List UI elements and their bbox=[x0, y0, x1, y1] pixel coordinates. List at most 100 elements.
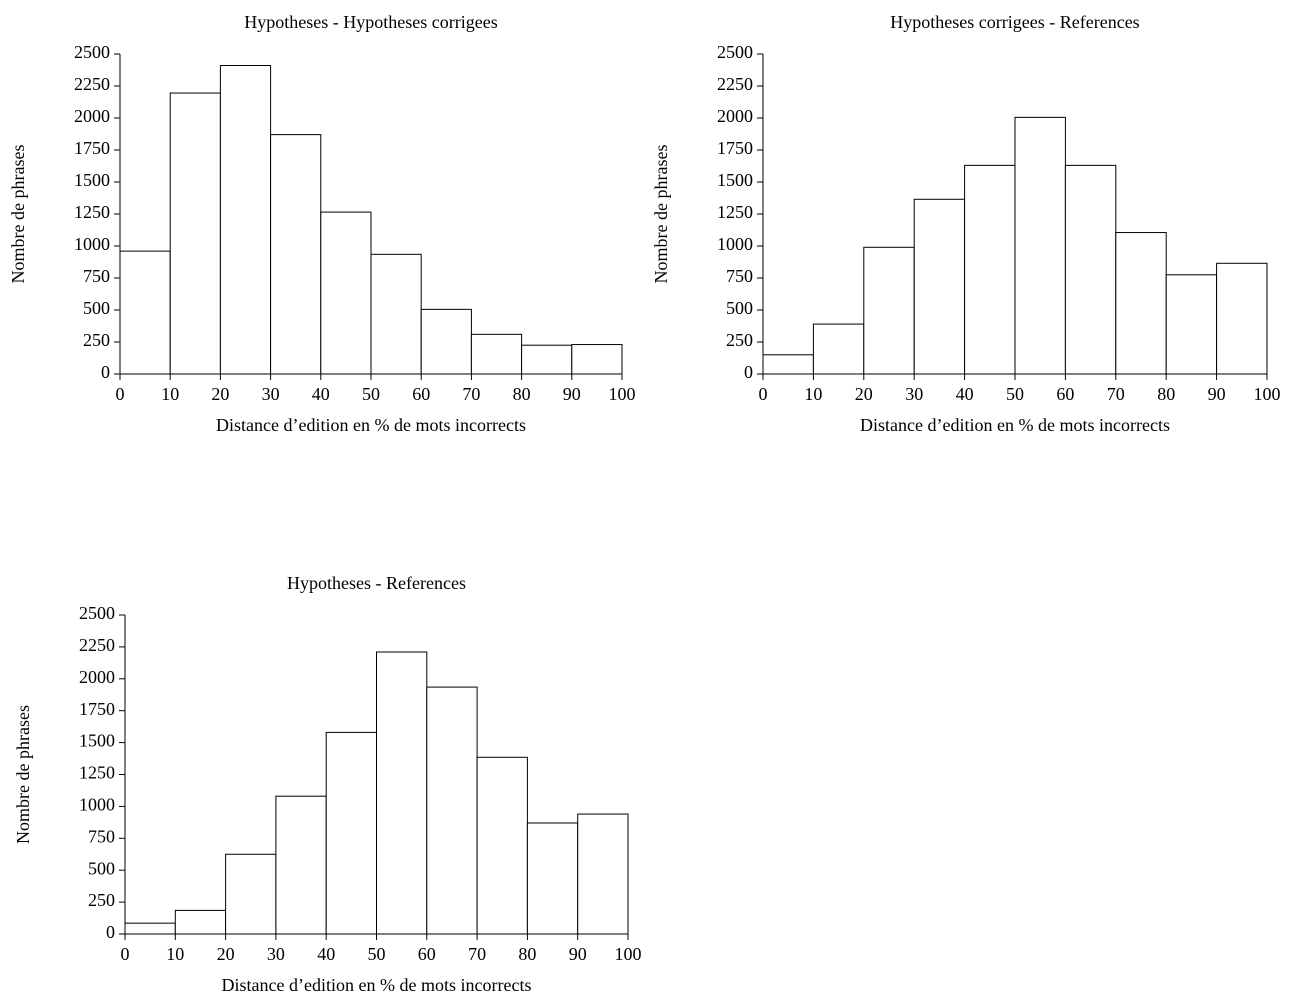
bar bbox=[1064, 164, 1117, 375]
bar bbox=[174, 909, 227, 935]
x-tick-label: 80 bbox=[518, 944, 536, 964]
x-tick-label: 60 bbox=[412, 384, 430, 404]
y-tick-label: 1250 bbox=[717, 202, 753, 222]
bar bbox=[219, 65, 272, 375]
chart-title: Hypotheses - References bbox=[287, 573, 466, 593]
y-tick-label: 1250 bbox=[79, 763, 115, 783]
y-tick-label: 250 bbox=[88, 890, 115, 910]
bar bbox=[169, 92, 221, 375]
y-tick-label: 750 bbox=[726, 266, 753, 286]
x-tick-label: 60 bbox=[418, 944, 436, 964]
bar bbox=[320, 211, 372, 375]
y-tick-label: 1500 bbox=[717, 170, 753, 190]
x-tick-label: 40 bbox=[956, 384, 974, 404]
y-tick-label: 250 bbox=[726, 330, 753, 350]
bar bbox=[762, 354, 814, 375]
bar bbox=[470, 333, 523, 375]
bar bbox=[420, 308, 472, 375]
chart-title: Hypotheses - Hypotheses corrigees bbox=[244, 12, 497, 32]
x-tick-label: 50 bbox=[368, 944, 386, 964]
y-tick-label: 1750 bbox=[79, 699, 115, 719]
x-tick-label: 100 bbox=[609, 384, 636, 404]
y-axis-label: Nombre de phrases bbox=[13, 705, 33, 844]
bar bbox=[225, 853, 277, 935]
y-tick-label: 500 bbox=[88, 858, 115, 878]
y-tick-label: 2000 bbox=[717, 106, 753, 126]
bar bbox=[270, 134, 322, 375]
y-tick-label: 2250 bbox=[74, 74, 110, 94]
x-tick-label: 10 bbox=[161, 384, 179, 404]
bar bbox=[1216, 262, 1268, 375]
bar bbox=[571, 344, 623, 375]
y-tick-label: 2250 bbox=[79, 635, 115, 655]
chart-title: Hypotheses corrigees - References bbox=[890, 12, 1139, 32]
y-tick-label: 1250 bbox=[74, 202, 110, 222]
y-axis-label: Nombre de phrases bbox=[651, 145, 671, 284]
y-tick-label: 2500 bbox=[717, 42, 753, 62]
y-tick-label: 2000 bbox=[74, 106, 110, 126]
x-tick-label: 0 bbox=[121, 944, 130, 964]
bar bbox=[913, 198, 966, 375]
bar bbox=[124, 922, 176, 935]
x-tick-label: 80 bbox=[513, 384, 531, 404]
x-tick-label: 100 bbox=[1254, 384, 1281, 404]
bar bbox=[577, 813, 629, 935]
x-axis-label: Distance d’edition en % de mots incorrec… bbox=[860, 415, 1170, 435]
x-tick-label: 90 bbox=[1208, 384, 1226, 404]
y-tick-label: 1000 bbox=[79, 795, 115, 815]
x-tick-label: 10 bbox=[166, 944, 184, 964]
x-tick-label: 90 bbox=[563, 384, 581, 404]
x-tick-label: 50 bbox=[1006, 384, 1024, 404]
x-tick-label: 0 bbox=[759, 384, 768, 404]
bar bbox=[370, 253, 422, 375]
y-tick-label: 250 bbox=[83, 330, 110, 350]
x-tick-label: 30 bbox=[262, 384, 280, 404]
bar bbox=[812, 323, 865, 375]
bar bbox=[325, 731, 378, 935]
y-tick-label: 1000 bbox=[717, 234, 753, 254]
y-tick-label: 0 bbox=[106, 922, 115, 942]
x-tick-label: 30 bbox=[905, 384, 923, 404]
y-tick-label: 2250 bbox=[717, 74, 753, 94]
bar bbox=[964, 164, 1016, 375]
x-tick-label: 40 bbox=[317, 944, 335, 964]
y-tick-label: 1000 bbox=[74, 234, 110, 254]
bar bbox=[426, 686, 478, 935]
y-tick-label: 1500 bbox=[79, 731, 115, 751]
x-axis-label: Distance d’edition en % de mots incorrec… bbox=[222, 975, 532, 995]
y-tick-label: 2000 bbox=[79, 667, 115, 687]
y-tick-label: 500 bbox=[726, 298, 753, 318]
bar bbox=[275, 795, 327, 935]
x-tick-label: 0 bbox=[116, 384, 125, 404]
y-tick-label: 500 bbox=[83, 298, 110, 318]
x-axis-label: Distance d’edition en % de mots incorrec… bbox=[216, 415, 526, 435]
bar bbox=[1014, 116, 1066, 375]
x-tick-label: 60 bbox=[1056, 384, 1074, 404]
y-tick-label: 750 bbox=[88, 826, 115, 846]
x-tick-label: 100 bbox=[615, 944, 642, 964]
y-tick-label: 1500 bbox=[74, 170, 110, 190]
bar bbox=[1115, 232, 1167, 375]
y-tick-label: 2500 bbox=[79, 603, 115, 623]
x-tick-label: 30 bbox=[267, 944, 285, 964]
bar bbox=[119, 250, 171, 375]
bar bbox=[1165, 274, 1218, 375]
bar bbox=[863, 246, 915, 375]
bar bbox=[476, 756, 528, 935]
x-tick-label: 20 bbox=[211, 384, 229, 404]
x-tick-label: 40 bbox=[312, 384, 330, 404]
x-tick-label: 80 bbox=[1157, 384, 1175, 404]
x-tick-label: 70 bbox=[468, 944, 486, 964]
y-tick-label: 0 bbox=[744, 362, 753, 382]
x-tick-label: 20 bbox=[855, 384, 873, 404]
bar bbox=[526, 822, 579, 935]
x-tick-label: 20 bbox=[217, 944, 235, 964]
y-tick-label: 2500 bbox=[74, 42, 110, 62]
bar bbox=[521, 344, 573, 375]
y-axis-label: Nombre de phrases bbox=[8, 145, 28, 284]
x-tick-label: 90 bbox=[569, 944, 587, 964]
y-tick-label: 0 bbox=[101, 362, 110, 382]
y-tick-label: 750 bbox=[83, 266, 110, 286]
bar bbox=[376, 651, 428, 935]
y-tick-label: 1750 bbox=[74, 138, 110, 158]
